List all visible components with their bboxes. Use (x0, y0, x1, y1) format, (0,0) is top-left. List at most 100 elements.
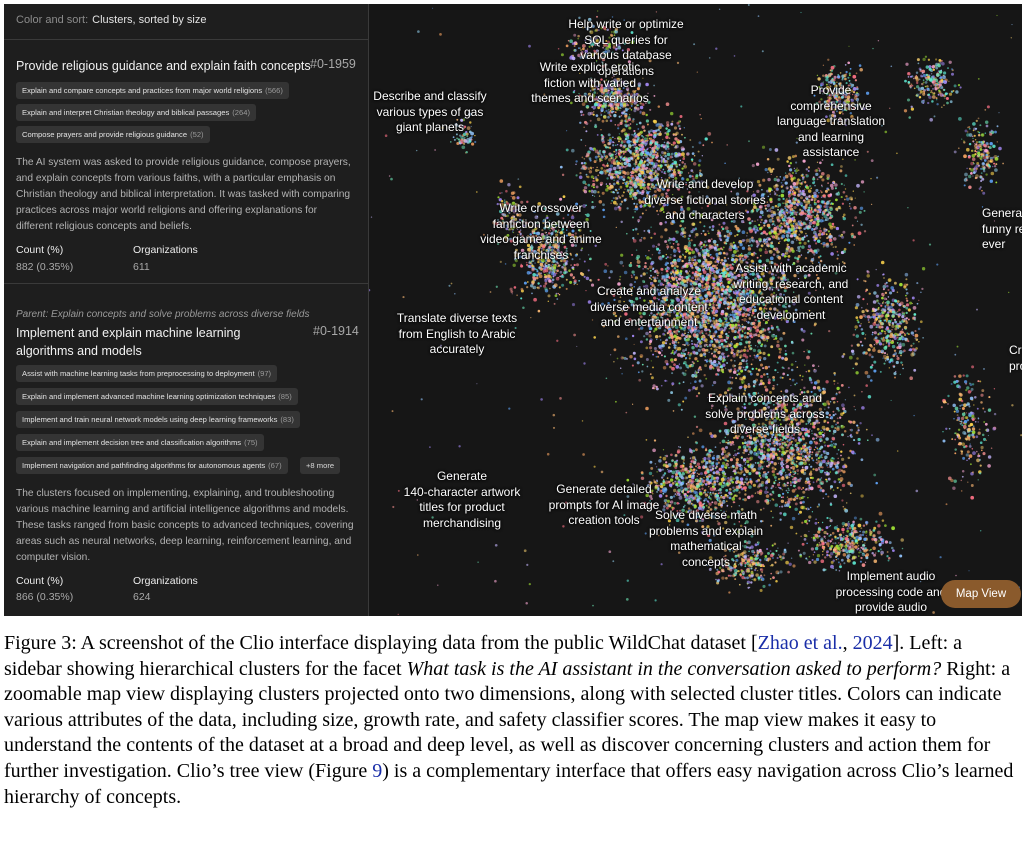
cluster-point[interactable] (711, 228, 715, 232)
cluster-point[interactable] (709, 298, 714, 303)
cluster-point[interactable] (583, 126, 585, 128)
cluster-point[interactable] (652, 119, 656, 123)
cluster-point[interactable] (613, 141, 615, 144)
cluster-point[interactable] (830, 163, 834, 167)
cluster-point[interactable] (704, 260, 708, 263)
cluster-point[interactable] (853, 205, 857, 210)
cluster-point[interactable] (825, 233, 828, 236)
cluster-point[interactable] (679, 366, 683, 370)
cluster-point[interactable] (584, 145, 587, 147)
cluster-point[interactable] (778, 347, 783, 351)
cluster-point[interactable] (779, 176, 782, 178)
cluster-point[interactable] (615, 155, 618, 159)
cluster-point[interactable] (691, 342, 694, 345)
cluster-point[interactable] (684, 255, 687, 258)
cluster-point[interactable] (741, 330, 744, 332)
cluster-point[interactable] (815, 202, 817, 204)
cluster-point[interactable] (728, 245, 733, 250)
cluster-point[interactable] (727, 321, 730, 324)
cluster-point[interactable] (699, 242, 702, 245)
cluster-point[interactable] (627, 139, 631, 144)
cluster-point[interactable] (666, 248, 669, 250)
cluster-point[interactable] (588, 170, 593, 174)
cluster-point[interactable] (749, 229, 753, 234)
cluster-point[interactable] (677, 140, 681, 145)
cluster-point[interactable] (674, 330, 678, 334)
cluster-point[interactable] (729, 288, 732, 290)
more-subclusters-button[interactable]: +8 more (300, 457, 341, 474)
cluster-point[interactable] (789, 161, 793, 165)
cluster-point[interactable] (685, 181, 687, 184)
cluster-point[interactable] (672, 182, 676, 186)
cluster-point[interactable] (717, 229, 720, 233)
cluster-point[interactable] (694, 387, 698, 391)
cluster-point[interactable] (809, 210, 813, 214)
cluster-point[interactable] (755, 252, 757, 255)
cluster-point[interactable] (818, 468, 821, 471)
cluster-point[interactable] (770, 173, 772, 176)
cluster-point[interactable] (619, 137, 623, 141)
cluster-point[interactable] (728, 369, 732, 373)
cluster-point[interactable] (759, 351, 762, 355)
cluster-point[interactable] (641, 237, 643, 239)
cluster-point[interactable] (723, 252, 726, 255)
cluster-point[interactable] (653, 346, 657, 351)
cluster-point[interactable] (580, 161, 584, 165)
cluster-point[interactable] (579, 121, 582, 125)
cluster-point[interactable] (667, 211, 670, 213)
cluster-point[interactable] (713, 326, 716, 330)
cluster-point[interactable] (773, 444, 776, 447)
cluster-point[interactable] (685, 370, 687, 372)
cluster-point[interactable] (665, 178, 670, 183)
cluster-point[interactable] (631, 152, 635, 156)
cluster-point[interactable] (674, 342, 676, 344)
cluster-point[interactable] (639, 168, 642, 171)
cluster-point[interactable] (777, 197, 781, 201)
cluster-point[interactable] (757, 229, 760, 232)
cluster-point[interactable] (653, 153, 656, 156)
cluster-point[interactable] (622, 152, 625, 155)
cluster-point[interactable] (665, 135, 669, 139)
cluster-point[interactable] (619, 150, 622, 152)
cluster-point[interactable] (716, 301, 720, 304)
cluster-point[interactable] (678, 172, 682, 175)
cluster-point[interactable] (813, 208, 817, 212)
cluster-point[interactable] (833, 420, 836, 423)
cluster-point[interactable] (600, 129, 602, 131)
cluster-point[interactable] (658, 335, 662, 338)
cluster-point[interactable] (683, 165, 685, 167)
cluster-point[interactable] (700, 245, 703, 248)
cluster-point[interactable] (711, 266, 714, 268)
cluster-point[interactable] (739, 325, 742, 328)
cluster-point[interactable] (752, 359, 754, 361)
cluster-point[interactable] (702, 265, 705, 268)
cluster-point[interactable] (813, 197, 817, 201)
cluster-point[interactable] (725, 336, 727, 338)
cluster-point[interactable] (724, 323, 729, 328)
cluster-point[interactable] (717, 357, 721, 360)
cluster-point[interactable] (642, 163, 646, 168)
cluster-point[interactable] (786, 187, 789, 189)
cluster-point[interactable] (648, 137, 651, 140)
cluster-point[interactable] (605, 377, 608, 380)
cluster-point[interactable] (744, 493, 747, 496)
cluster-point[interactable] (672, 349, 674, 352)
cluster-point[interactable] (599, 159, 602, 162)
cluster-point[interactable] (571, 148, 575, 153)
cluster-point[interactable] (697, 368, 700, 372)
cluster-point[interactable] (844, 198, 846, 201)
cluster-point[interactable] (634, 179, 637, 181)
cluster-point[interactable] (744, 383, 746, 386)
cluster-point[interactable] (741, 323, 744, 326)
cluster-point[interactable] (600, 167, 604, 170)
cluster-point[interactable] (610, 191, 613, 193)
cluster-point[interactable] (618, 133, 621, 135)
cluster-point[interactable] (720, 285, 722, 288)
cluster-point[interactable] (843, 430, 847, 433)
cluster-point[interactable] (682, 400, 685, 403)
cluster-point[interactable] (683, 164, 688, 169)
cluster-point[interactable] (602, 208, 605, 212)
cluster-point[interactable] (797, 254, 801, 259)
cluster-point[interactable] (665, 102, 670, 107)
cluster-point[interactable] (753, 251, 756, 254)
